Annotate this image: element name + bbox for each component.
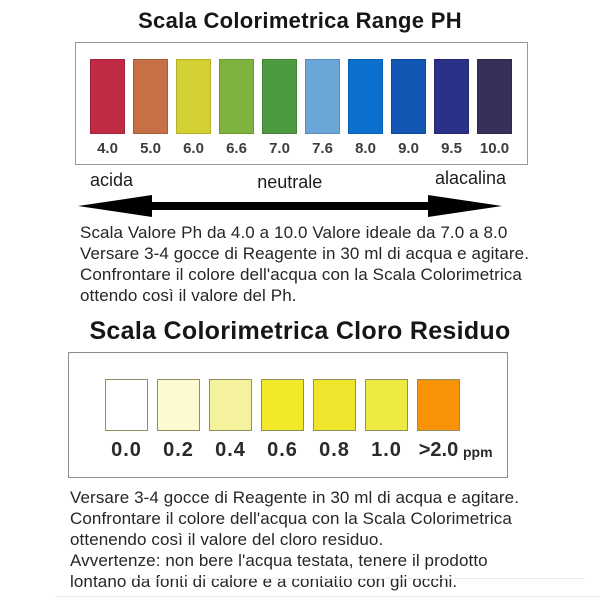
ph-color-swatch	[262, 59, 297, 134]
alkaline-label: alacalina	[434, 168, 506, 188]
ph-color-swatch	[434, 59, 469, 134]
chlorine-color-swatch	[209, 379, 252, 431]
ph-value-label: 7.0	[269, 140, 290, 157]
chlorine-value-label: 0.2	[163, 439, 194, 461]
ph-value-label: 6.0	[183, 140, 204, 157]
chlorine-color-scale-panel: 0.0 0.2 0.4 0.6 0.8 1.0 >2.0 ppm	[68, 352, 508, 478]
divider-line	[55, 596, 600, 597]
chlorine-value-label: 0.0	[111, 439, 142, 461]
ph-color-swatch	[391, 59, 426, 134]
ph-color-scale-panel: 4.0 5.0 6.0 6.6 7.0 7.6 8.0 9.0	[75, 42, 528, 165]
chlorine-value-row: 0.0 0.2 0.4 0.6 0.8 1.0 >2.0 ppm	[69, 439, 507, 462]
ph-scale-cell: 6.6	[219, 59, 254, 157]
ppm-unit-label: ppm	[463, 444, 493, 460]
double-arrow	[78, 195, 502, 217]
ph-color-swatch	[477, 59, 512, 134]
ph-scale-cell: 9.0	[391, 59, 426, 157]
chlorine-value-label: 0.4	[215, 439, 246, 461]
chlorine-swatch-row	[69, 353, 507, 431]
ph-scale-cell: 6.0	[176, 59, 211, 157]
ph-value-label: 8.0	[355, 140, 376, 157]
chlorine-color-swatch	[365, 379, 408, 431]
ph-color-swatch	[348, 59, 383, 134]
chlorine-value-label: >2.0 ppm	[417, 439, 493, 462]
chlorine-color-swatch	[313, 379, 356, 431]
acid-label: acida	[90, 170, 134, 190]
chlorine-value-label: 0.6	[267, 439, 298, 461]
ph-scale-title: Scala Colorimetrica Range PH	[138, 8, 462, 33]
arrow-right-icon	[428, 195, 502, 217]
ph-scale-cell: 5.0	[133, 59, 168, 157]
chlorine-color-swatch	[105, 379, 148, 431]
ph-value-label: 4.0	[97, 140, 118, 157]
ph-scale-cell: 7.6	[305, 59, 340, 157]
ph-scale-cell: 7.0	[262, 59, 297, 157]
ph-instructions-text: Scala Valore Ph da 4.0 a 10.0 Valore ide…	[80, 223, 530, 305]
ph-scale-cell: 9.5	[434, 59, 469, 157]
chlorine-value-label: 0.8	[319, 439, 350, 461]
ph-value-label: 9.0	[398, 140, 419, 157]
arrow-bar	[136, 202, 444, 210]
ph-scale-cell: 8.0	[348, 59, 383, 157]
ph-color-swatch	[305, 59, 340, 134]
chlorine-color-swatch	[261, 379, 304, 431]
chlorine-color-swatch	[417, 379, 460, 431]
ph-value-label: 7.6	[312, 140, 333, 157]
chlorine-color-swatch	[157, 379, 200, 431]
chlorine-scale-title: Scala Colorimetrica Cloro Residuo	[89, 317, 511, 345]
ph-color-swatch	[219, 59, 254, 134]
divider-line	[130, 578, 585, 579]
arrow-left-icon	[78, 195, 152, 217]
ph-value-label: 9.5	[441, 140, 462, 157]
ph-axis-labels: acida neutrale alacalina	[78, 168, 508, 192]
neutral-label: neutrale	[257, 172, 323, 192]
ph-color-swatch	[90, 59, 125, 134]
chlorine-max-value: >2.0	[418, 439, 459, 461]
ph-value-label: 6.6	[226, 140, 247, 157]
ph-scale-cell: 4.0	[90, 59, 125, 157]
ph-scale-cell: 10.0	[477, 59, 512, 157]
ph-swatch-row: 4.0 5.0 6.0 6.6 7.0 7.6 8.0 9.0	[76, 43, 527, 157]
ph-color-swatch	[133, 59, 168, 134]
chlorine-instructions-text: Versare 3-4 gocce di Reagente in 30 ml d…	[70, 488, 520, 591]
ph-value-label: 10.0	[479, 140, 510, 157]
chlorine-value-label: 1.0	[371, 439, 402, 461]
ph-value-label: 5.0	[140, 140, 161, 157]
ph-color-swatch	[176, 59, 211, 134]
